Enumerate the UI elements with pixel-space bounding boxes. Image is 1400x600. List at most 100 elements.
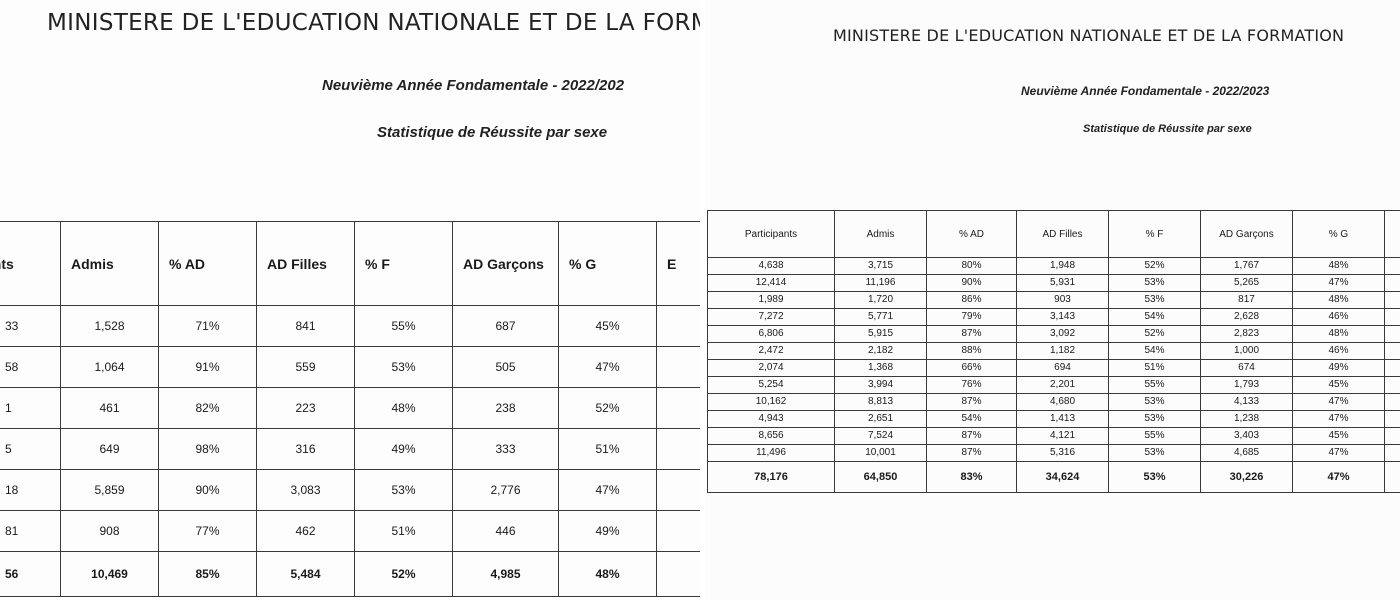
- table-row: 2,074 1,368 66% 694 51% 674 49%: [707, 359, 1400, 377]
- total-cell: 34,624: [1016, 461, 1109, 493]
- table-cell: 6,806: [707, 325, 835, 343]
- table-cell: 47%: [558, 346, 657, 388]
- table-cell: 2,628: [1200, 308, 1293, 326]
- table-cell: 91%: [158, 346, 257, 388]
- table-cell: 87%: [926, 325, 1017, 343]
- table-row: 33 1,528 71% 841 55% 687 45%: [0, 305, 700, 347]
- column-header: % AD: [158, 221, 257, 306]
- table-cell: 5: [0, 428, 61, 470]
- table-cell: 1,793: [1200, 376, 1293, 394]
- total-cell: 64,850: [834, 461, 927, 493]
- table-cell: 80%: [926, 257, 1017, 275]
- column-header: E: [656, 221, 700, 306]
- table-caption: Statistique de Réussite par sexe: [1083, 123, 1252, 135]
- table-cell-empty: [656, 346, 700, 388]
- ministry-title: MINISTERE DE L'EDUCATION NATIONALE ET DE…: [833, 26, 1345, 45]
- table-cell: 52%: [1108, 257, 1201, 275]
- table-cell: 908: [60, 510, 159, 552]
- table-cell: 87%: [926, 444, 1017, 462]
- table-cell: 649: [60, 428, 159, 470]
- table-cell: 5,254: [707, 376, 835, 394]
- table-cell: 8,656: [707, 427, 835, 445]
- table-cell: 5,859: [60, 469, 159, 511]
- table-row: 58 1,064 91% 559 53% 505 47%: [0, 346, 700, 388]
- table-cell-empty: [1384, 291, 1400, 309]
- table-row: 1,989 1,720 86% 903 53% 817 48%: [707, 291, 1400, 309]
- table-cell: 55%: [1108, 376, 1201, 394]
- table-cell: 87%: [926, 393, 1017, 411]
- table-cell: 47%: [1292, 444, 1385, 462]
- table-row: 10,162 8,813 87% 4,680 53% 4,133 47%: [707, 393, 1400, 411]
- table-row: 12,414 11,196 90% 5,931 53% 5,265 47%: [707, 274, 1400, 292]
- table-cell: 45%: [1292, 427, 1385, 445]
- total-cell: 53%: [1108, 461, 1201, 493]
- table-cell: 559: [256, 346, 355, 388]
- column-header: Participants: [707, 210, 835, 258]
- table-cell: 47%: [1292, 274, 1385, 292]
- table-cell: 5,915: [834, 325, 927, 343]
- table-row: 18 5,859 90% 3,083 53% 2,776 47%: [0, 469, 700, 511]
- total-cell: 52%: [354, 551, 453, 597]
- table-cell-empty: [1384, 427, 1400, 445]
- total-cell: 78,176: [707, 461, 835, 493]
- ministry-title: MINISTERE DE L'EDUCATION NATIONALE ET DE…: [47, 10, 700, 36]
- table-row: 6,806 5,915 87% 3,092 52% 2,823 48%: [707, 325, 1400, 343]
- column-header: AD Filles: [1016, 210, 1109, 258]
- total-cell: 47%: [1292, 461, 1385, 493]
- table-cell: 53%: [1108, 274, 1201, 292]
- total-cell: 10,469: [60, 551, 159, 597]
- table-cell: 2,823: [1200, 325, 1293, 343]
- table-cell: 1,000: [1200, 342, 1293, 360]
- table-row: 5 649 98% 316 49% 333 51%: [0, 428, 700, 470]
- total-row: 56 10,469 85% 5,484 52% 4,985 48%: [0, 551, 700, 597]
- table-cell: 53%: [1108, 444, 1201, 462]
- exam-subtitle: Neuvième Année Fondamentale - 2022/202: [322, 77, 625, 94]
- column-header: [1384, 210, 1400, 258]
- right-document-image: MINISTERE DE L'EDUCATION NATIONALE ET DE…: [705, 0, 1400, 600]
- table-cell: 5,771: [834, 308, 927, 326]
- table-row: 4,638 3,715 80% 1,948 52% 1,767 48%: [707, 257, 1400, 275]
- table-cell: 5,265: [1200, 274, 1293, 292]
- table-cell: 10,162: [707, 393, 835, 411]
- table-cell: 5,931: [1016, 274, 1109, 292]
- table-cell: 3,143: [1016, 308, 1109, 326]
- left-document-image: MINISTERE DE L'EDUCATION NATIONALE ET DE…: [0, 10, 700, 597]
- table-row: 5,254 3,994 76% 2,201 55% 1,793 45%: [707, 376, 1400, 394]
- table-cell: 58: [0, 346, 61, 388]
- column-header: % F: [354, 221, 453, 306]
- table-cell: 817: [1200, 291, 1293, 309]
- table-cell: 7,272: [707, 308, 835, 326]
- table-cell: 1,989: [707, 291, 835, 309]
- table-cell: 86%: [926, 291, 1017, 309]
- column-header: % F: [1108, 210, 1201, 258]
- table-cell: 18: [0, 469, 61, 511]
- table-caption: Statistique de Réussite par sexe: [377, 124, 608, 141]
- table-cell-empty: [656, 428, 700, 470]
- table-cell: 48%: [1292, 291, 1385, 309]
- table-cell: 82%: [158, 387, 257, 429]
- table-cell: 3,092: [1016, 325, 1109, 343]
- table-cell: 10,001: [834, 444, 927, 462]
- table-cell: 674: [1200, 359, 1293, 377]
- table-cell: 1,528: [60, 305, 159, 347]
- table-cell: 79%: [926, 308, 1017, 326]
- column-header: Admis: [834, 210, 927, 258]
- table-cell: 3,994: [834, 376, 927, 394]
- total-cell: 85%: [158, 551, 257, 597]
- table-cell-empty: [1384, 359, 1400, 377]
- table-cell: 1,413: [1016, 410, 1109, 428]
- column-header: Admis: [60, 221, 159, 306]
- table-row: 1 461 82% 223 48% 238 52%: [0, 387, 700, 429]
- table-cell: 446: [452, 510, 559, 552]
- table-cell: 505: [452, 346, 559, 388]
- table-cell: 7,524: [834, 427, 927, 445]
- table-cell: 55%: [1108, 427, 1201, 445]
- table-cell: 1,064: [60, 346, 159, 388]
- column-header: AD Filles: [256, 221, 355, 306]
- table-cell: 49%: [354, 428, 453, 470]
- table-cell: 53%: [354, 469, 453, 511]
- table-cell: 694: [1016, 359, 1109, 377]
- table-cell: 2,201: [1016, 376, 1109, 394]
- table-cell: 71%: [158, 305, 257, 347]
